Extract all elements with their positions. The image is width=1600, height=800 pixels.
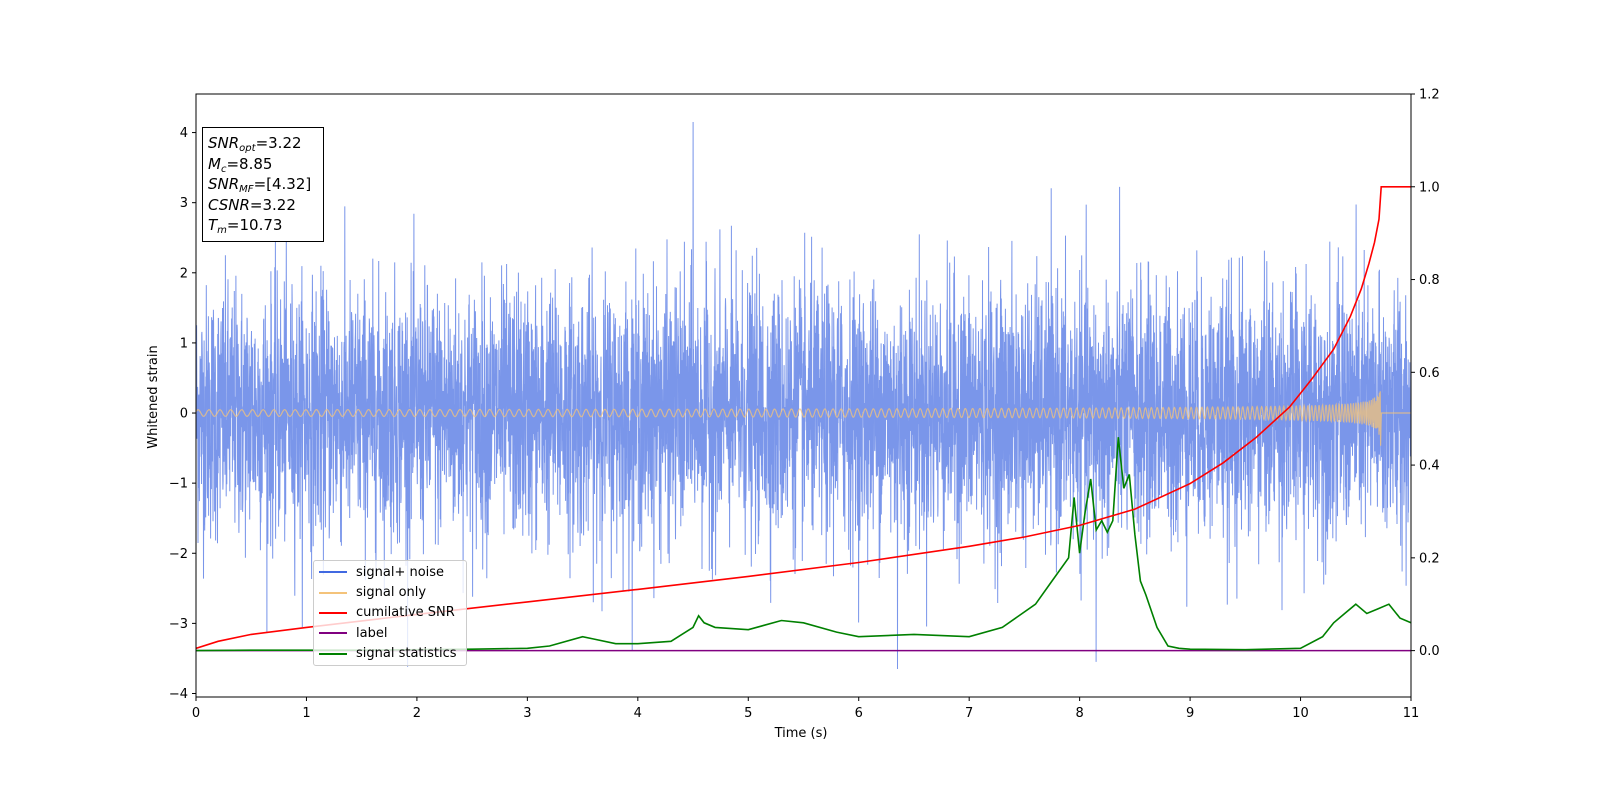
legend-swatch	[319, 652, 347, 655]
y2-tick-label: 0.4	[1419, 459, 1440, 474]
legend-item-cumulative-snr: cumilative SNR	[314, 603, 466, 623]
x-tick-label: 11	[1403, 706, 1420, 721]
y-tick-label: −3	[169, 617, 188, 632]
snr-opt-stat: SNRopt=3.22	[208, 134, 302, 154]
y2-tick-label: 0.0	[1419, 644, 1440, 659]
x-tick-label: 5	[744, 706, 752, 721]
y2-tick-label: 0.6	[1419, 366, 1440, 381]
x-tick-label: 6	[855, 706, 863, 721]
legend-swatch	[319, 571, 347, 574]
x-tick-label: 2	[413, 706, 421, 721]
legend-item-signal-statistics: signal statistics	[314, 644, 466, 664]
y-axis-label: Whitened strain	[146, 345, 161, 448]
csnr-stat: CSNR=3.22	[208, 195, 296, 214]
legend-swatch	[319, 611, 347, 614]
y2-tick-label: 0.8	[1419, 273, 1440, 288]
x-tick-label: 3	[523, 706, 531, 721]
series-signal-noise	[196, 121, 1411, 670]
y-tick-label: 3	[180, 196, 188, 211]
legend-swatch	[319, 632, 347, 635]
y2-tick-label: 1.0	[1419, 180, 1440, 195]
legend-item-signal-only: signal only	[314, 582, 466, 602]
x-tick-label: 8	[1075, 706, 1083, 721]
y2-tick-label: 1.2	[1419, 88, 1440, 103]
series-signal-only	[196, 391, 1411, 446]
ticks-layer: 0 1 2 3 4 5 6 7 8 9 10 11 −4 −3 −2 −1 0 1 2 3 4 0.0 0.2 0.4 0.6 0…	[169, 88, 1440, 722]
legend-item-signal-noise: signal+ noise	[314, 562, 466, 582]
y2-tick-label: 0.2	[1419, 551, 1440, 566]
legend-item-label: label	[314, 623, 466, 643]
x-tick-label: 0	[192, 706, 200, 721]
chirp-mass-stat: Mc=8.85	[208, 154, 273, 175]
snr-mf-stat: SNRMF=[4.32]	[208, 175, 312, 195]
legend-swatch	[319, 591, 347, 594]
x-axis-label: Time (s)	[774, 726, 828, 741]
x-tick-label: 10	[1292, 706, 1309, 721]
y-tick-label: 4	[180, 126, 188, 141]
x-tick-label: 1	[302, 706, 310, 721]
x-tick-label: 7	[965, 706, 973, 721]
y-tick-label: 1	[180, 336, 188, 351]
y-tick-label: −1	[169, 477, 188, 492]
y-tick-label: −2	[169, 547, 188, 562]
y-tick-label: −4	[169, 687, 188, 702]
legend: signal+ noise signal only cumilative SNR…	[313, 560, 467, 666]
x-tick-label: 4	[634, 706, 642, 721]
merger-time-stat: Tm=10.73	[208, 216, 283, 236]
y-tick-label: 0	[180, 407, 188, 422]
stats-box: SNRopt=3.22 Mc=8.85 SNRMF=[4.32] CSNR=3.…	[202, 127, 324, 242]
series-signal-statistics	[196, 437, 1411, 652]
x-tick-label: 9	[1186, 706, 1194, 721]
plot-frame	[195, 93, 1412, 698]
y-tick-label: 2	[180, 266, 188, 281]
